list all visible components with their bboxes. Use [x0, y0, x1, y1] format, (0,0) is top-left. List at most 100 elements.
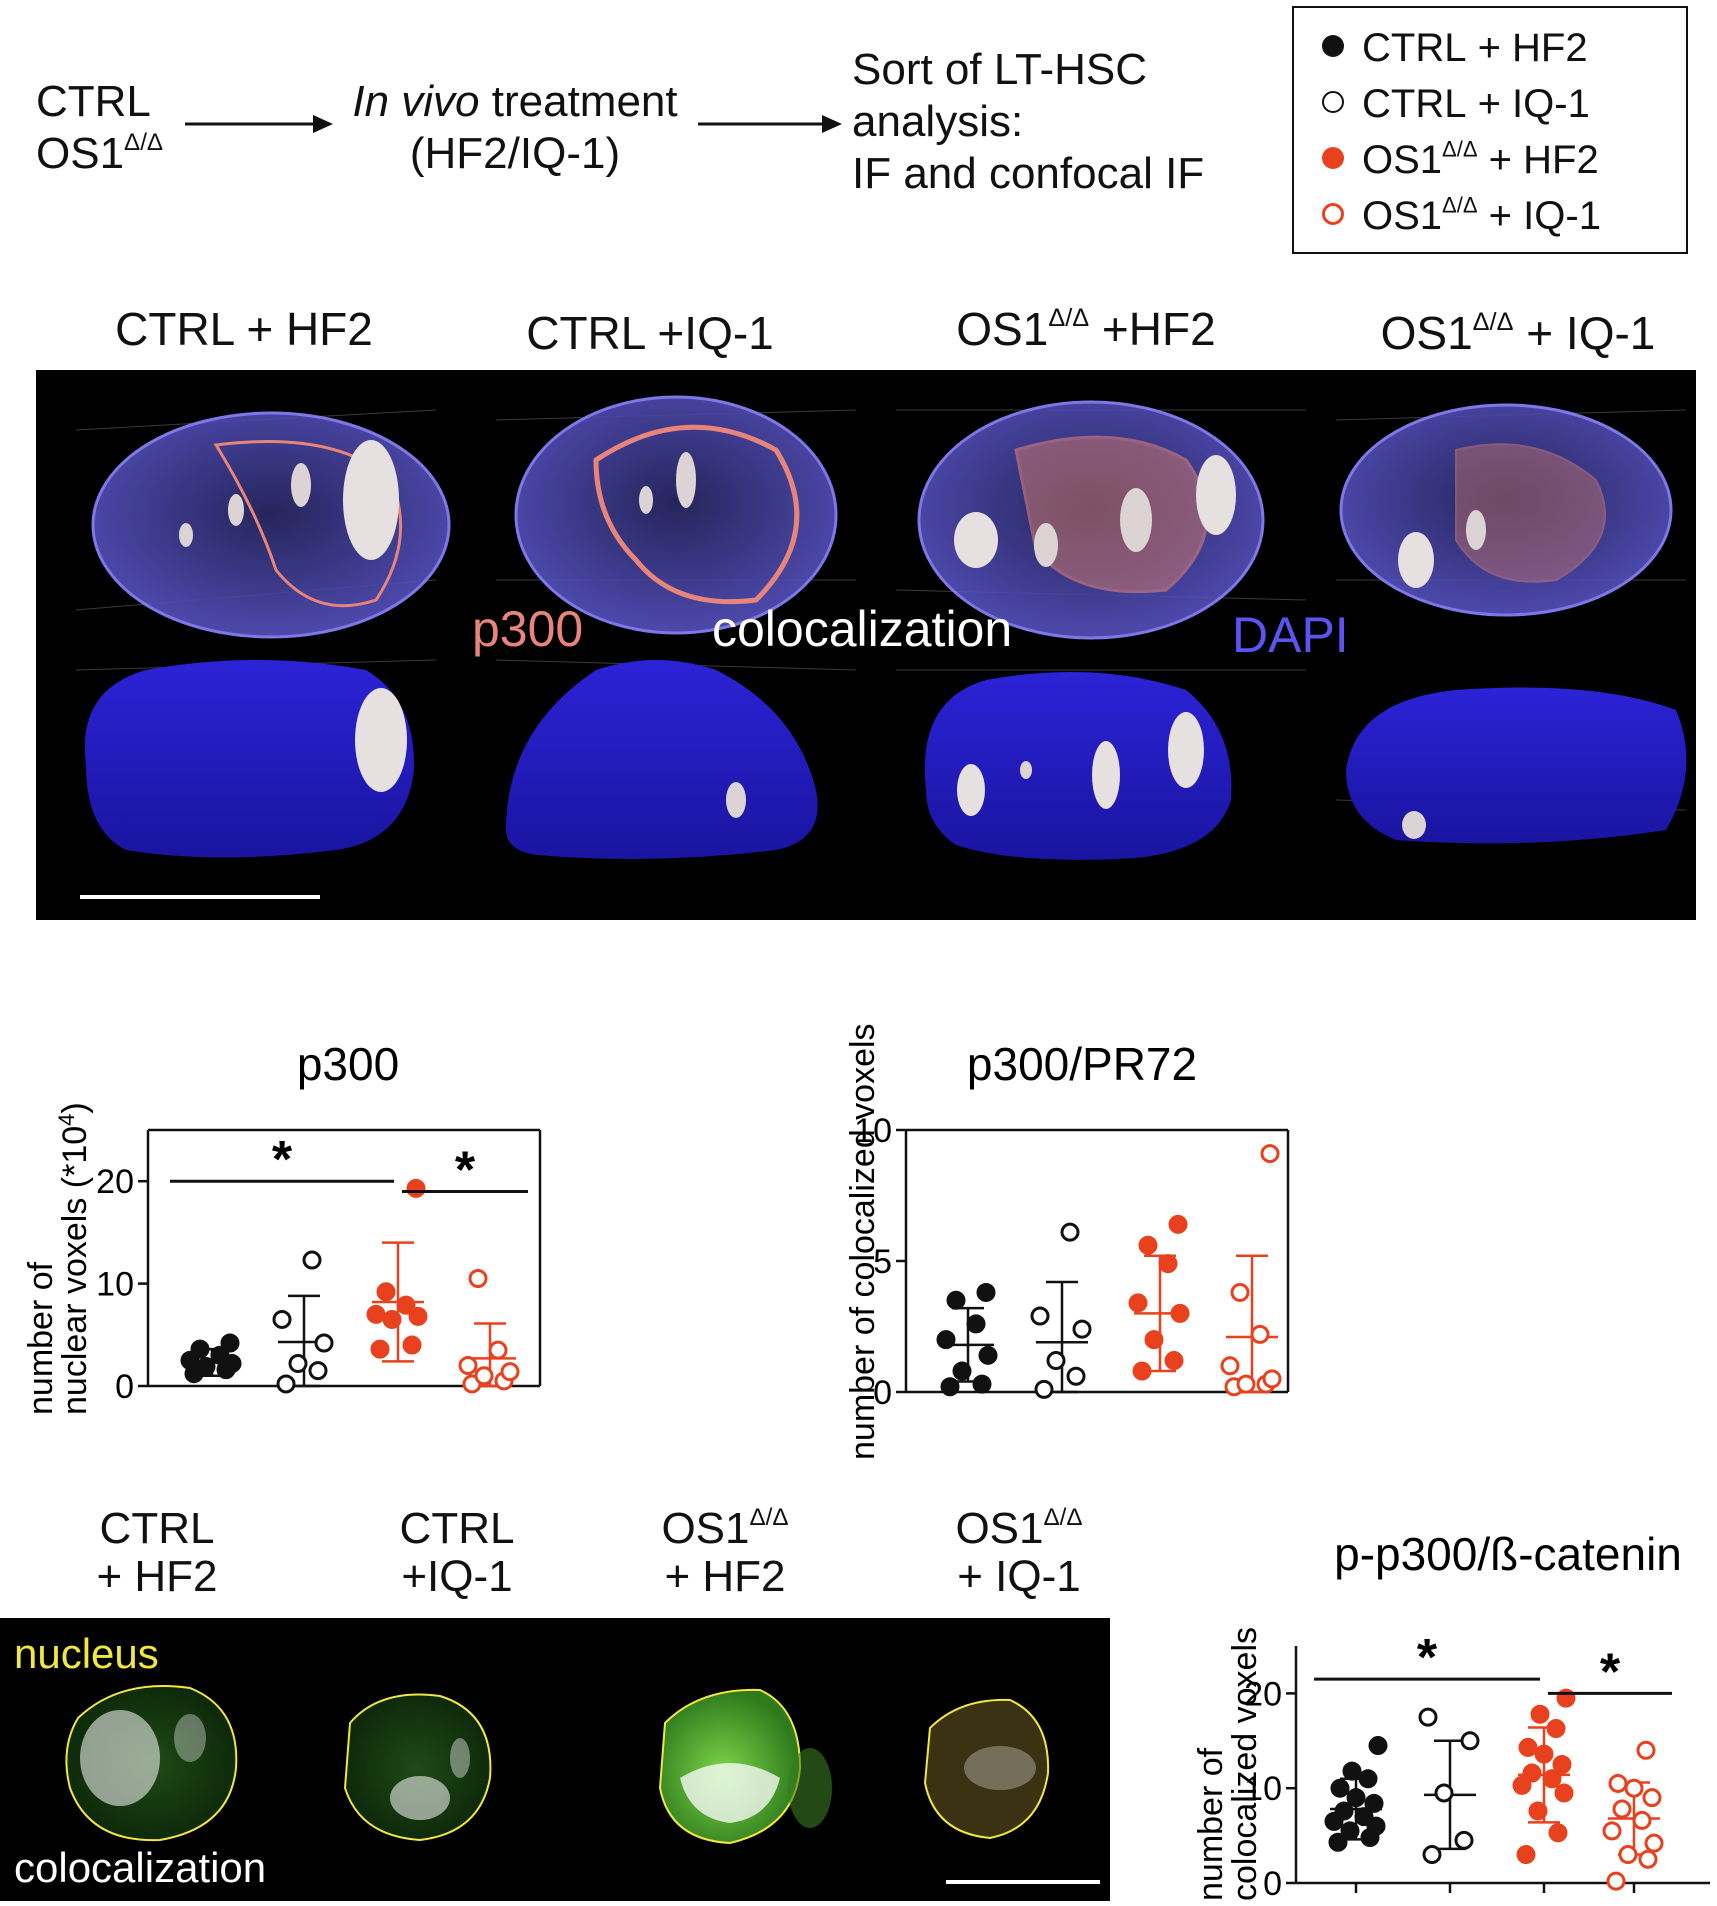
nucleus-bottom-1: [84, 660, 415, 858]
data-point: [1522, 1763, 1542, 1783]
data-point: [1368, 1736, 1388, 1756]
significance-star: *: [1417, 1629, 1438, 1687]
y-axis-label: number of nuclear voxels (*104): [22, 1102, 94, 1415]
label-p300: p300: [472, 601, 583, 657]
data-point: [1334, 1801, 1354, 1821]
data-point: [1164, 1351, 1184, 1371]
analysis-label: Sort of LT-HSC analysis: IF and confocal…: [852, 44, 1204, 200]
data-point: [1612, 1799, 1632, 1819]
workflow-arrow-2: [698, 115, 842, 133]
data-point: [1516, 1845, 1536, 1865]
data-point: [458, 1356, 478, 1376]
col-title-3d: CTRL + HF2: [115, 303, 373, 355]
data-point: [408, 1306, 428, 1326]
data-point: [1060, 1222, 1080, 1242]
data-point: [1328, 1832, 1348, 1852]
data-point: [370, 1339, 390, 1359]
data-point: [1066, 1366, 1086, 1386]
svg-text:number of: number of: [1192, 1747, 1230, 1901]
data-point: [288, 1353, 308, 1373]
data-point: [1342, 1761, 1362, 1781]
data-point: [976, 1282, 996, 1302]
data-point: [1236, 1374, 1256, 1394]
data-point: [1552, 1755, 1572, 1774]
data-point: [210, 1345, 230, 1365]
col-title-2d: CTRL + HF2: [96, 1504, 218, 1601]
analysis-line-2: analysis:: [852, 97, 1024, 146]
data-point: [1168, 1214, 1188, 1234]
nucleus-2d-3: [658, 1688, 832, 1845]
data-point: [1422, 1845, 1442, 1865]
legend-item: CTRL + HF2: [1322, 26, 1588, 70]
data-point: [1046, 1351, 1066, 1371]
data-point: [1534, 1744, 1554, 1764]
data-point: [1618, 1845, 1638, 1865]
nucleus-top-2: [514, 395, 838, 635]
data-point: [1346, 1788, 1366, 1808]
group-os1: OS1Δ/Δ: [36, 128, 164, 178]
nucleus-3d-renders: p300 colocalization DAPI: [75, 395, 1687, 899]
data-point: [276, 1374, 296, 1394]
chart-title: p300/PR72: [967, 1038, 1197, 1090]
confocal-3d-panel: p300 colocalization DAPI: [36, 370, 1696, 920]
data-point: [1644, 1833, 1664, 1853]
data-point: [940, 1377, 960, 1397]
svg-text:number of: number of: [22, 1261, 60, 1415]
chart-title: p-p300/ß-catenin: [1334, 1528, 1682, 1580]
data-point: [1144, 1330, 1164, 1350]
data-point: [1072, 1319, 1092, 1339]
chart-title: p300: [297, 1038, 399, 1090]
chart-p300: p300 number of nuclear voxels (*104) 0 10…: [22, 1038, 542, 1415]
data-point: [1636, 1740, 1656, 1760]
data-point: [1546, 1718, 1566, 1738]
data-point: [1030, 1306, 1050, 1326]
open-circle-icon: [1322, 203, 1344, 226]
data-point: [1606, 1871, 1626, 1891]
data-point: [1548, 1823, 1568, 1843]
data-point: [1364, 1793, 1384, 1813]
label-dapi: DAPI: [1232, 607, 1349, 663]
data-point: [952, 1361, 972, 1381]
nucleus-bottom-4: [1346, 687, 1687, 844]
treatment-label: In vivo treatment (HF2/IQ-1): [325, 76, 705, 180]
nucleus-top-3: [917, 400, 1265, 640]
y-tick-label: 20: [96, 1163, 134, 1201]
data-point: [1460, 1731, 1480, 1751]
data-point: [972, 1374, 992, 1394]
data-point: [402, 1335, 422, 1355]
data-point: [382, 1309, 402, 1329]
data-point: [1330, 1778, 1350, 1798]
filled-circle-icon: [1322, 35, 1344, 58]
data-point: [468, 1268, 488, 1288]
data-point: [1230, 1282, 1250, 1302]
data-point: [190, 1339, 210, 1359]
data-point: [308, 1361, 328, 1381]
svg-text:number of colocalized voxels: number of colocalized voxels: [844, 1023, 882, 1460]
treatment-compounds: (HF2/IQ-1): [409, 129, 621, 178]
data-point: [1132, 1361, 1152, 1381]
data-point: [1128, 1293, 1148, 1313]
nucleus-2d-images: nucleus colocalization: [14, 1630, 1100, 1891]
col-title-3d: CTRL +IQ-1: [526, 307, 774, 359]
data-point: [1542, 1769, 1562, 1789]
significance-star: *: [455, 1141, 476, 1199]
col-title-3d: OS1Δ/Δ +HF2: [956, 303, 1216, 355]
y-axis-label: number of colocalized voxels: [844, 1023, 882, 1460]
legend-item: OS1Δ/Δ + IQ-1: [1322, 194, 1601, 238]
data-point: [1138, 1235, 1158, 1255]
y-axis-label: number of colocalized voxels: [1192, 1627, 1264, 1901]
data-point: [1602, 1821, 1622, 1841]
data-point: [936, 1330, 956, 1350]
significance-star: *: [1600, 1643, 1621, 1701]
workflow-arrow-1: [185, 115, 333, 133]
data-point: [1528, 1801, 1548, 1821]
data-point: [1158, 1254, 1178, 1274]
label-nucleus: nucleus: [14, 1630, 159, 1677]
svg-text:colocalized voxels: colocalized voxels: [1226, 1627, 1264, 1901]
label-colocalization: colocalization: [712, 601, 1012, 657]
data-point: [1340, 1821, 1360, 1841]
data-point: [1454, 1830, 1474, 1850]
data-point: [1434, 1783, 1454, 1803]
y-tick-label: 10: [854, 1112, 892, 1150]
data-point: [1262, 1369, 1282, 1389]
